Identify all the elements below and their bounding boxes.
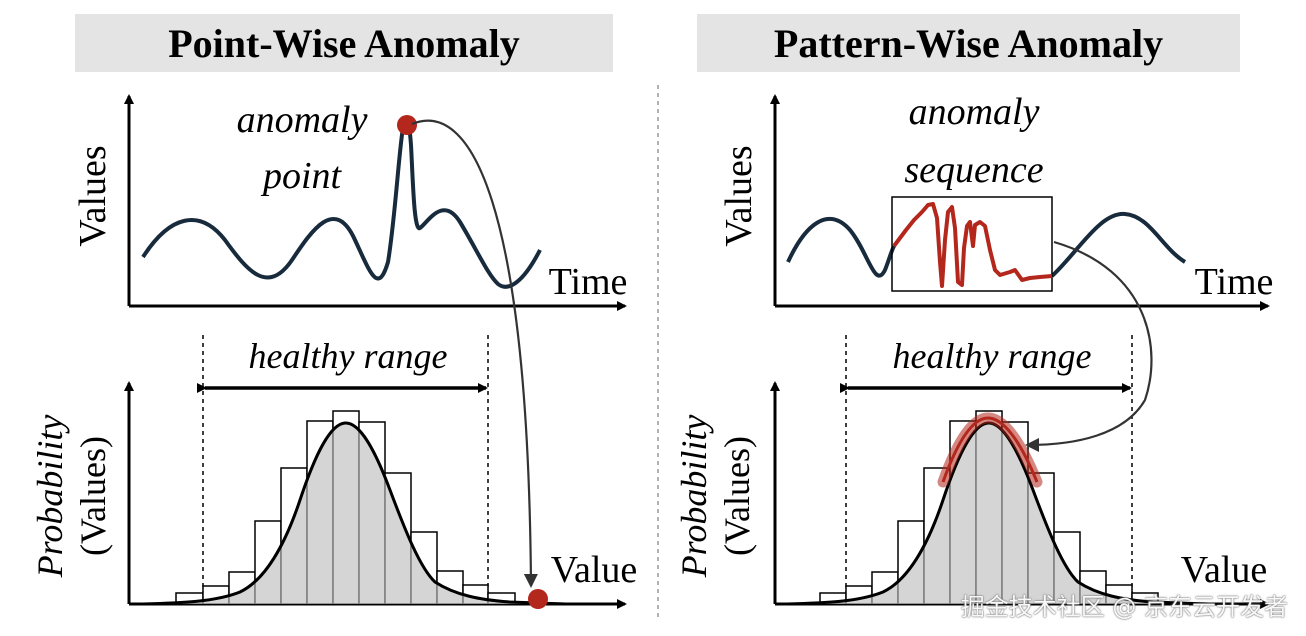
left-panel-title: Point-Wise Anomaly bbox=[75, 14, 613, 72]
right-time-series-end bbox=[1050, 211, 1187, 278]
left-value-axis-label: Value bbox=[551, 549, 638, 591]
right-panel-title: Pattern-Wise Anomaly bbox=[697, 14, 1240, 72]
right-probability-label-line2: (Values) bbox=[717, 436, 757, 556]
right-panel: Values Time anomaly sequence healthy ran… bbox=[674, 91, 1274, 609]
right-healthy-range-label: healthy range bbox=[893, 336, 1092, 376]
left-panel: Values Time anomaly point healthy range … bbox=[30, 94, 638, 609]
left-distribution-fill bbox=[143, 422, 570, 604]
right-anomaly-sequence-box bbox=[891, 196, 1053, 292]
left-anomaly-label-line2: point bbox=[260, 155, 343, 197]
right-time-axis-label: Time bbox=[1195, 261, 1274, 303]
right-anomaly-label-line2: sequence bbox=[904, 149, 1043, 191]
left-distribution-curve bbox=[142, 421, 571, 606]
right-anomaly-peak-line bbox=[941, 416, 1039, 483]
left-anomaly-value-point bbox=[528, 589, 548, 609]
left-time-series bbox=[141, 116, 542, 289]
right-probability-label-line1: Probability bbox=[674, 415, 714, 579]
right-time-series-start bbox=[786, 217, 896, 278]
right-anomaly-arrow bbox=[1025, 240, 1153, 452]
left-anomaly-point bbox=[397, 115, 417, 135]
watermark: 掘金技术社区 @ 京东云开发者 bbox=[960, 593, 1288, 621]
right-values-axis-label: Values bbox=[718, 145, 760, 246]
right-anomaly-label-line1: anomaly bbox=[909, 91, 1040, 133]
left-anomaly-arrow bbox=[411, 119, 538, 588]
left-healthy-range-label: healthy range bbox=[249, 336, 448, 376]
right-distribution-fill bbox=[787, 422, 1213, 604]
left-probability-label-line1: Probability bbox=[30, 415, 70, 579]
right-anomaly-sequence bbox=[892, 202, 1053, 288]
left-probability-label-line2: (Values) bbox=[73, 436, 113, 556]
left-values-axis-label: Values bbox=[72, 145, 114, 246]
left-anomaly-label-line1: anomaly bbox=[237, 99, 368, 141]
right-value-axis-label: Value bbox=[1181, 549, 1268, 591]
left-time-axis-label: Time bbox=[549, 261, 628, 303]
